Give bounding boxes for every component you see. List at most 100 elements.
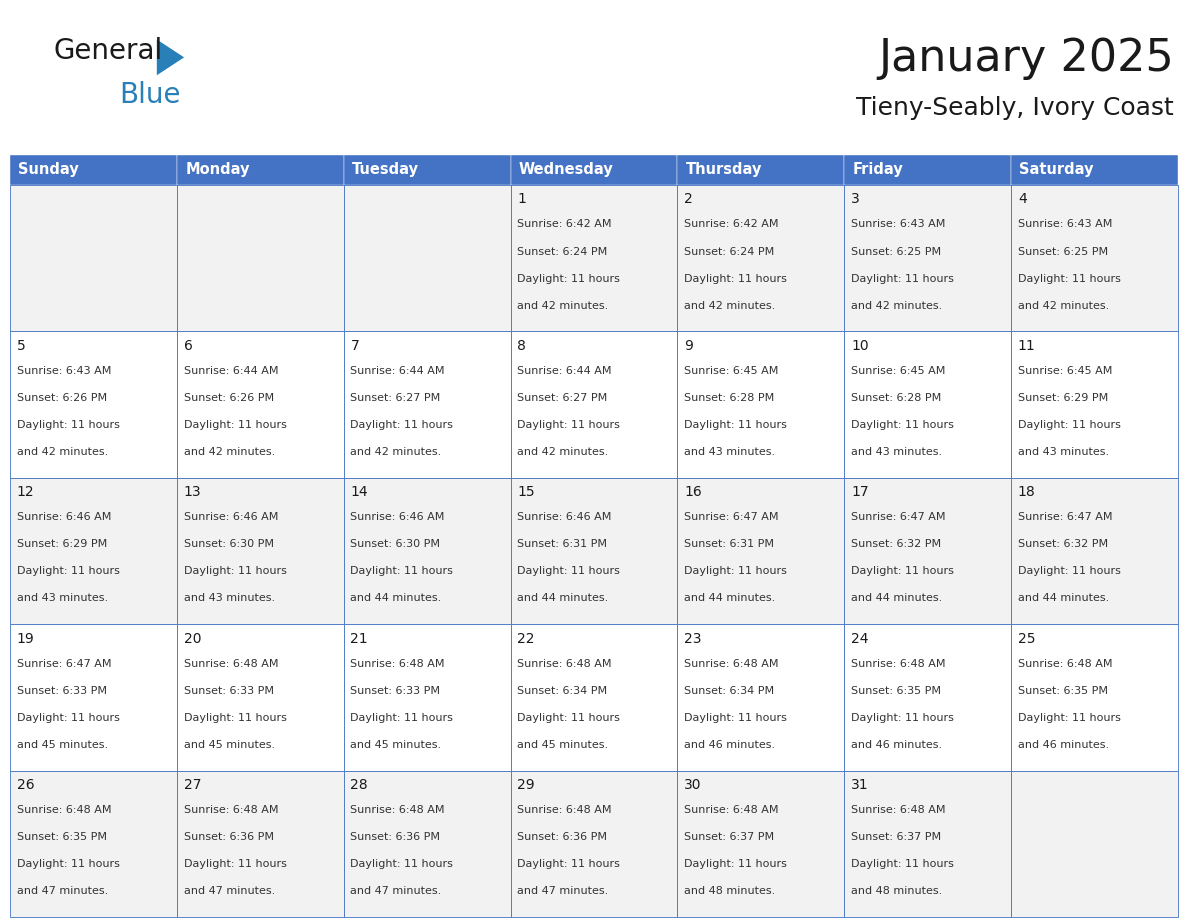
Text: Sunrise: 6:46 AM: Sunrise: 6:46 AM [350,512,444,522]
Text: Daylight: 11 hours: Daylight: 11 hours [684,274,786,284]
Text: and 43 minutes.: and 43 minutes. [684,447,776,457]
Text: 31: 31 [851,778,868,792]
Text: Friday: Friday [853,162,903,177]
Text: Sunset: 6:25 PM: Sunset: 6:25 PM [851,247,941,256]
Text: 3: 3 [851,193,860,207]
Text: Monday: Monday [185,162,249,177]
Text: 14: 14 [350,485,368,499]
Text: Sunset: 6:36 PM: Sunset: 6:36 PM [517,832,607,842]
Text: Sunrise: 6:42 AM: Sunrise: 6:42 AM [684,219,778,230]
Text: Sunrise: 6:42 AM: Sunrise: 6:42 AM [517,219,612,230]
Text: Daylight: 11 hours: Daylight: 11 hours [517,859,620,869]
Text: Daylight: 11 hours: Daylight: 11 hours [183,566,286,577]
Text: Daylight: 11 hours: Daylight: 11 hours [517,712,620,722]
Text: Daylight: 11 hours: Daylight: 11 hours [183,712,286,722]
Text: Daylight: 11 hours: Daylight: 11 hours [17,859,120,869]
Text: 19: 19 [17,632,34,645]
Text: Sunset: 6:28 PM: Sunset: 6:28 PM [684,393,775,403]
Text: and 46 minutes.: and 46 minutes. [851,740,942,750]
Text: Sunset: 6:26 PM: Sunset: 6:26 PM [183,393,273,403]
Text: Daylight: 11 hours: Daylight: 11 hours [17,712,120,722]
Text: Sunset: 6:29 PM: Sunset: 6:29 PM [1018,393,1108,403]
Text: Sunset: 6:32 PM: Sunset: 6:32 PM [1018,539,1108,549]
Text: and 46 minutes.: and 46 minutes. [1018,740,1108,750]
Text: Sunrise: 6:45 AM: Sunrise: 6:45 AM [684,366,778,375]
Text: Sunrise: 6:48 AM: Sunrise: 6:48 AM [183,805,278,815]
Text: 18: 18 [1018,485,1036,499]
Text: Sunrise: 6:48 AM: Sunrise: 6:48 AM [350,805,444,815]
Text: and 44 minutes.: and 44 minutes. [684,593,776,603]
Text: and 45 minutes.: and 45 minutes. [517,740,608,750]
Text: Sunrise: 6:48 AM: Sunrise: 6:48 AM [851,805,946,815]
Text: Sunrise: 6:48 AM: Sunrise: 6:48 AM [350,658,444,668]
Text: Daylight: 11 hours: Daylight: 11 hours [684,420,786,430]
Text: 27: 27 [183,778,201,792]
Text: Sunset: 6:35 PM: Sunset: 6:35 PM [17,832,107,842]
Text: 5: 5 [17,339,25,353]
Text: Sunset: 6:27 PM: Sunset: 6:27 PM [350,393,441,403]
Text: Wednesday: Wednesday [519,162,614,177]
Text: Sunrise: 6:47 AM: Sunrise: 6:47 AM [1018,512,1112,522]
Text: Daylight: 11 hours: Daylight: 11 hours [1018,420,1120,430]
Text: Sunset: 6:34 PM: Sunset: 6:34 PM [684,686,775,696]
Text: 29: 29 [517,778,535,792]
Text: Sunset: 6:27 PM: Sunset: 6:27 PM [517,393,607,403]
Text: and 44 minutes.: and 44 minutes. [851,593,942,603]
Text: Daylight: 11 hours: Daylight: 11 hours [1018,712,1120,722]
Text: Sunset: 6:30 PM: Sunset: 6:30 PM [350,539,441,549]
Text: Daylight: 11 hours: Daylight: 11 hours [350,712,454,722]
Text: Sunrise: 6:46 AM: Sunrise: 6:46 AM [183,512,278,522]
Text: Sunrise: 6:47 AM: Sunrise: 6:47 AM [684,512,778,522]
Text: Sunset: 6:37 PM: Sunset: 6:37 PM [851,832,941,842]
Text: Sunset: 6:29 PM: Sunset: 6:29 PM [17,539,107,549]
Text: Sunrise: 6:48 AM: Sunrise: 6:48 AM [684,805,778,815]
Text: 12: 12 [17,485,34,499]
Text: Sunrise: 6:48 AM: Sunrise: 6:48 AM [183,658,278,668]
Text: 20: 20 [183,632,201,645]
Text: 4: 4 [1018,193,1026,207]
Text: Daylight: 11 hours: Daylight: 11 hours [851,712,954,722]
Text: Daylight: 11 hours: Daylight: 11 hours [1018,274,1120,284]
Text: Sunrise: 6:48 AM: Sunrise: 6:48 AM [684,658,778,668]
Text: and 43 minutes.: and 43 minutes. [1018,447,1108,457]
Text: Sunset: 6:36 PM: Sunset: 6:36 PM [350,832,441,842]
Text: and 43 minutes.: and 43 minutes. [851,447,942,457]
Text: Sunset: 6:25 PM: Sunset: 6:25 PM [1018,247,1108,256]
Text: and 42 minutes.: and 42 minutes. [1018,301,1110,310]
Text: and 42 minutes.: and 42 minutes. [851,301,942,310]
Text: 10: 10 [851,339,868,353]
Text: Saturday: Saturday [1019,162,1094,177]
Text: Sunset: 6:34 PM: Sunset: 6:34 PM [517,686,607,696]
Text: 26: 26 [17,778,34,792]
Text: General: General [53,37,163,65]
Text: 2: 2 [684,193,693,207]
Text: Sunrise: 6:43 AM: Sunrise: 6:43 AM [17,366,110,375]
Text: and 48 minutes.: and 48 minutes. [684,886,776,896]
Text: Sunset: 6:37 PM: Sunset: 6:37 PM [684,832,775,842]
Text: and 47 minutes.: and 47 minutes. [183,886,274,896]
Text: Sunrise: 6:48 AM: Sunrise: 6:48 AM [1018,658,1112,668]
Text: Sunrise: 6:46 AM: Sunrise: 6:46 AM [17,512,110,522]
Text: 6: 6 [183,339,192,353]
Text: and 42 minutes.: and 42 minutes. [517,447,608,457]
Text: Sunset: 6:30 PM: Sunset: 6:30 PM [183,539,273,549]
Text: 30: 30 [684,778,702,792]
Text: Daylight: 11 hours: Daylight: 11 hours [17,566,120,577]
Text: and 42 minutes.: and 42 minutes. [517,301,608,310]
Text: Thursday: Thursday [685,162,763,177]
Text: Daylight: 11 hours: Daylight: 11 hours [183,420,286,430]
Text: Daylight: 11 hours: Daylight: 11 hours [350,420,454,430]
Text: Daylight: 11 hours: Daylight: 11 hours [517,420,620,430]
Text: 13: 13 [183,485,201,499]
Text: Blue: Blue [119,81,181,109]
Text: Sunday: Sunday [18,162,80,177]
Text: Sunrise: 6:44 AM: Sunrise: 6:44 AM [350,366,444,375]
Text: Daylight: 11 hours: Daylight: 11 hours [684,712,786,722]
Text: Daylight: 11 hours: Daylight: 11 hours [851,859,954,869]
Text: and 46 minutes.: and 46 minutes. [684,740,776,750]
Text: Sunrise: 6:44 AM: Sunrise: 6:44 AM [183,366,278,375]
Text: 8: 8 [517,339,526,353]
Text: Sunrise: 6:45 AM: Sunrise: 6:45 AM [1018,366,1112,375]
Text: Sunrise: 6:44 AM: Sunrise: 6:44 AM [517,366,612,375]
Text: Daylight: 11 hours: Daylight: 11 hours [183,859,286,869]
